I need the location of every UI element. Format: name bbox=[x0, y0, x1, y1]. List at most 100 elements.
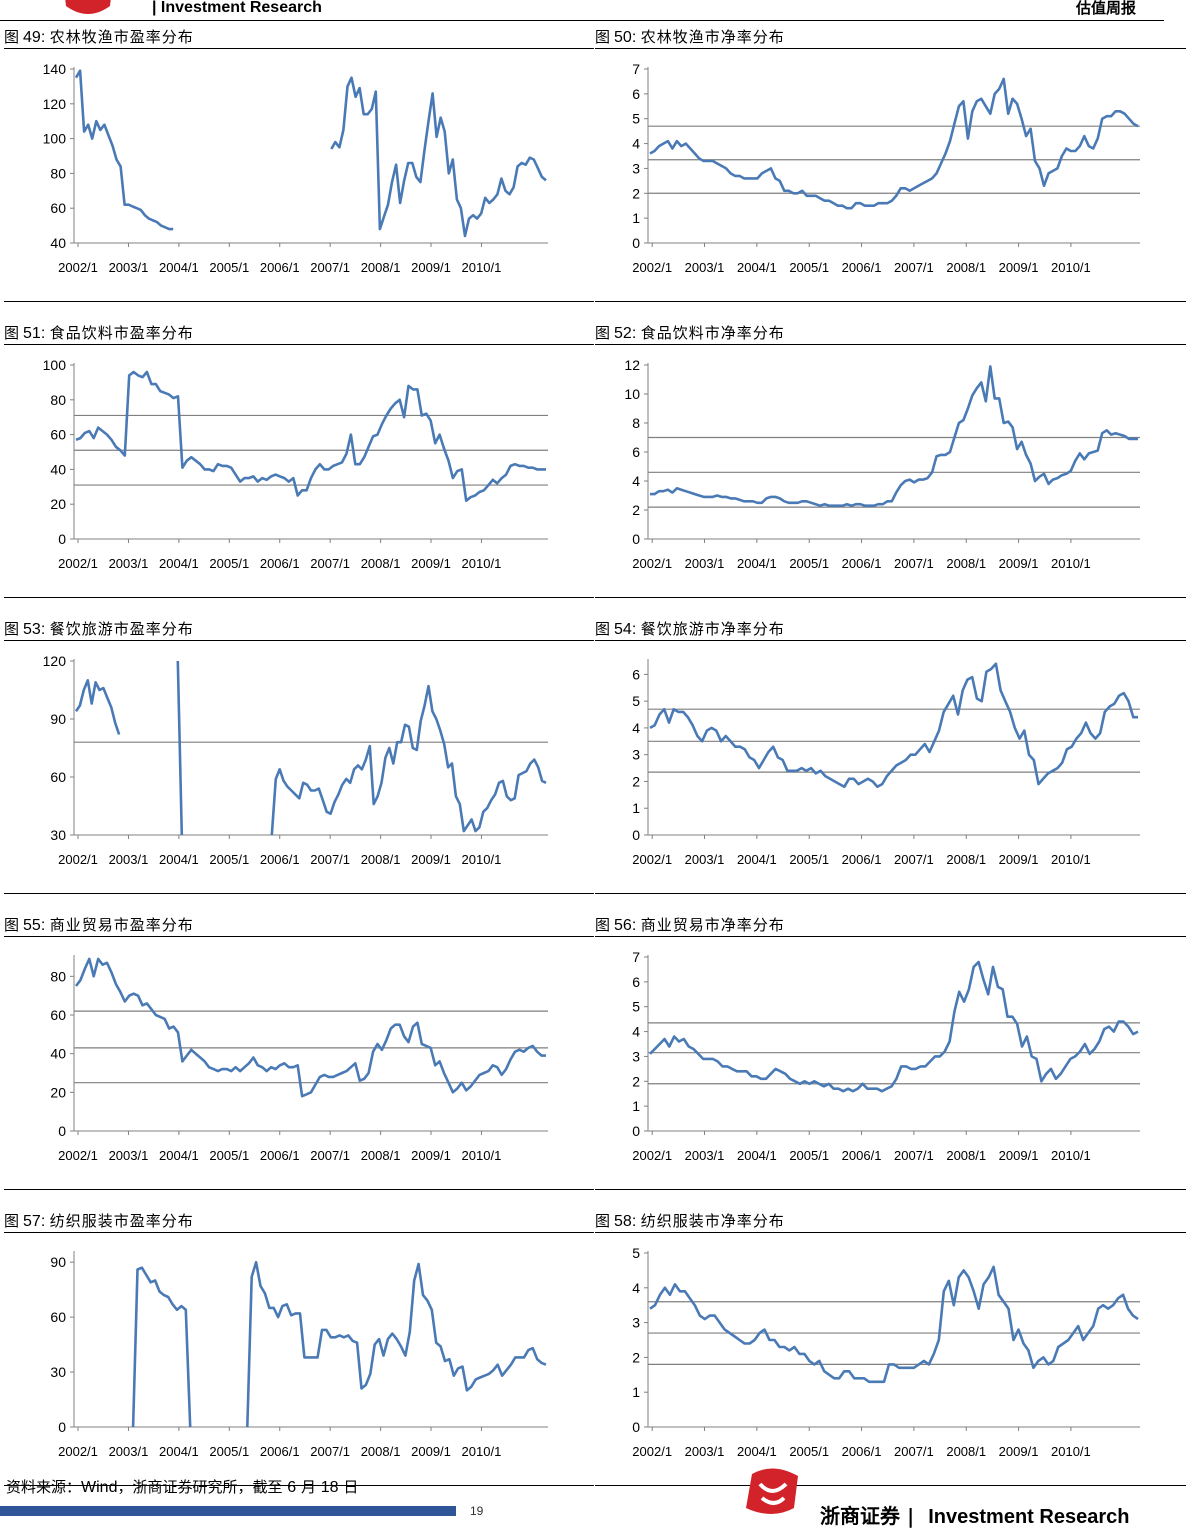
y-tick-label: 30 bbox=[50, 827, 66, 843]
y-tick-label: 30 bbox=[50, 1364, 66, 1380]
y-tick-label: 0 bbox=[632, 1123, 640, 1139]
figure-prefix: 图 bbox=[595, 1212, 611, 1230]
figure-prefix: 图 bbox=[4, 28, 20, 46]
y-tick-label: 40 bbox=[50, 1046, 66, 1062]
x-tick-label: 2007/1 bbox=[310, 260, 350, 275]
source-day: 日 bbox=[343, 1478, 359, 1496]
y-tick-label: 10 bbox=[624, 386, 640, 402]
figure-name: 商业贸易市盈率分布 bbox=[49, 916, 194, 934]
figure-number: 57: bbox=[23, 1213, 50, 1230]
x-tick-label: 2004/1 bbox=[737, 852, 777, 867]
chart-svg: 0 1 2 3 4 5 2002/1 2003/1 2004/1 2005/1 2006/1 2007… bbox=[632, 1245, 1140, 1459]
figure-name: 农林牧渔市盈率分布 bbox=[49, 28, 194, 46]
y-tick-label: 0 bbox=[58, 1419, 66, 1435]
series-line bbox=[74, 957, 546, 1098]
page-header: | Investment Research 估值周报 bbox=[0, 0, 1191, 24]
x-tick-label: 2004/1 bbox=[737, 556, 777, 571]
x-tick-label: 2004/1 bbox=[159, 852, 199, 867]
chart-svg: 0 1 2 3 4 5 6 2002/1 2003/1 2004/1 2005/1 2006/1 200… bbox=[632, 659, 1140, 867]
x-tick-label: 2010/1 bbox=[462, 1444, 502, 1459]
footer-brand-sep: | bbox=[906, 1504, 915, 1528]
y-tick-label: 0 bbox=[632, 531, 640, 547]
x-tick-label: 2008/1 bbox=[946, 260, 986, 275]
source-mid: ，浙商证券研究所，截至 bbox=[117, 1478, 283, 1496]
x-tick-label: 2003/1 bbox=[685, 1148, 725, 1163]
series-line bbox=[649, 1265, 1139, 1384]
figure-name: 纺织服装市净率分布 bbox=[640, 1212, 785, 1230]
x-tick-label: 2006/1 bbox=[842, 260, 882, 275]
chart-svg: 0 1 2 3 4 5 6 7 2002/1 2003/1 2004/1 2005/1 2006/1 20… bbox=[632, 61, 1140, 275]
x-tick-label: 2003/1 bbox=[109, 556, 149, 571]
figure-number: 52: bbox=[614, 325, 641, 342]
series-line bbox=[650, 365, 1138, 507]
y-tick-label: 60 bbox=[50, 200, 66, 216]
x-tick-label: 2003/1 bbox=[109, 1148, 149, 1163]
x-tick-label: 2009/1 bbox=[411, 1148, 451, 1163]
figure-title: 图 56: 商业贸易市净率分布 bbox=[595, 914, 785, 936]
y-tick-label: 90 bbox=[50, 1254, 66, 1270]
y-tick-label: 4 bbox=[632, 1024, 640, 1040]
y-tick-label: 7 bbox=[632, 61, 640, 77]
y-tick-label: 60 bbox=[50, 1007, 66, 1023]
x-tick-label: 2009/1 bbox=[999, 556, 1039, 571]
footer-brand-en: Investment Research bbox=[928, 1506, 1130, 1528]
x-tick-label: 2007/1 bbox=[894, 1444, 934, 1459]
x-tick-label: 2008/1 bbox=[361, 556, 401, 571]
x-tick-label: 2003/1 bbox=[685, 1444, 725, 1459]
footer-brand-cn: 浙商证券 bbox=[820, 1504, 900, 1528]
x-tick-label: 2002/1 bbox=[58, 852, 98, 867]
x-tick-label: 2003/1 bbox=[109, 1444, 149, 1459]
chart-frame: 0 20 40 60 80 2002/1 2003/1 2004/1 2005/1 2006/1 2… bbox=[4, 936, 594, 1190]
chart-frame: 0 2 4 6 8 10 12 2002/1 2003/1 2004/1 2005/1 2006/1 2… bbox=[595, 344, 1186, 598]
x-tick-label: 2008/1 bbox=[946, 556, 986, 571]
x-tick-label: 2009/1 bbox=[411, 1444, 451, 1459]
figure-title: 图 54: 餐饮旅游市净率分布 bbox=[595, 618, 785, 640]
figure-number: 58: bbox=[614, 1213, 641, 1230]
x-tick-label: 2006/1 bbox=[260, 852, 300, 867]
figure-name: 商业贸易市净率分布 bbox=[640, 916, 785, 934]
x-tick-label: 2010/1 bbox=[462, 556, 502, 571]
y-tick-label: 3 bbox=[632, 747, 640, 763]
footer-bar bbox=[0, 1506, 456, 1516]
chart-svg: 40 60 80 100 120 140 2002/1 2003/1 2004/1 2005/1 2… bbox=[43, 61, 548, 275]
x-tick-label: 2010/1 bbox=[462, 1148, 502, 1163]
chart-svg: 0 30 60 90 2002/1 2003/1 2004/1 2005/1 2006/1 200… bbox=[50, 1251, 548, 1459]
x-tick-label: 2008/1 bbox=[361, 260, 401, 275]
x-tick-label: 2004/1 bbox=[737, 260, 777, 275]
figure-prefix: 图 bbox=[595, 916, 611, 934]
y-tick-label: 80 bbox=[50, 392, 66, 408]
series-line bbox=[649, 662, 1138, 789]
figure-title: 图 57: 纺织服装市盈率分布 bbox=[4, 1210, 194, 1232]
y-tick-label: 2 bbox=[632, 1349, 640, 1365]
series-line bbox=[649, 960, 1139, 1093]
x-tick-label: 2002/1 bbox=[632, 260, 672, 275]
y-tick-label: 5 bbox=[632, 693, 640, 709]
x-tick-label: 2007/1 bbox=[310, 1444, 350, 1459]
x-tick-label: 2007/1 bbox=[894, 852, 934, 867]
figure-title: 图 55: 商业贸易市盈率分布 bbox=[4, 914, 194, 936]
figure-prefix: 图 bbox=[595, 28, 611, 46]
footer-brand: 浙商证券 | Investment Research bbox=[820, 1500, 1129, 1529]
x-tick-label: 2009/1 bbox=[999, 260, 1039, 275]
y-tick-label: 1 bbox=[632, 210, 640, 226]
x-tick-label: 2006/1 bbox=[260, 556, 300, 571]
figure-prefix: 图 bbox=[595, 324, 611, 342]
y-tick-label: 60 bbox=[50, 1309, 66, 1325]
x-tick-label: 2007/1 bbox=[310, 1148, 350, 1163]
x-tick-label: 2007/1 bbox=[310, 852, 350, 867]
x-tick-label: 2006/1 bbox=[260, 260, 300, 275]
chart-frame: 0 1 2 3 4 5 6 7 2002/1 2003/1 2004/1 2005/1 2006/1 20… bbox=[595, 936, 1186, 1190]
x-tick-label: 2004/1 bbox=[159, 1148, 199, 1163]
y-tick-label: 120 bbox=[43, 96, 67, 112]
y-tick-label: 90 bbox=[50, 711, 66, 727]
series-line bbox=[649, 77, 1139, 210]
x-tick-label: 2008/1 bbox=[946, 1148, 986, 1163]
x-tick-label: 2005/1 bbox=[209, 1148, 249, 1163]
series-line bbox=[131, 1260, 547, 1428]
figure-title: 图 53: 餐饮旅游市盈率分布 bbox=[4, 618, 194, 640]
broker-logo-icon bbox=[65, 0, 111, 14]
x-tick-label: 2010/1 bbox=[1051, 556, 1091, 571]
source-month: 月 bbox=[300, 1478, 316, 1496]
y-tick-label: 2 bbox=[632, 773, 640, 789]
y-tick-label: 6 bbox=[632, 444, 640, 460]
